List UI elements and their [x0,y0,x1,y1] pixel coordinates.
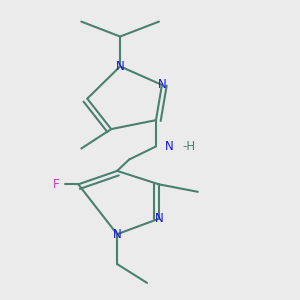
Text: N: N [154,212,163,225]
Text: N: N [165,140,174,153]
Text: F: F [52,178,59,191]
Text: N: N [113,228,122,241]
Text: N: N [116,60,124,73]
Text: -H: -H [183,140,196,153]
Text: N: N [158,78,166,92]
